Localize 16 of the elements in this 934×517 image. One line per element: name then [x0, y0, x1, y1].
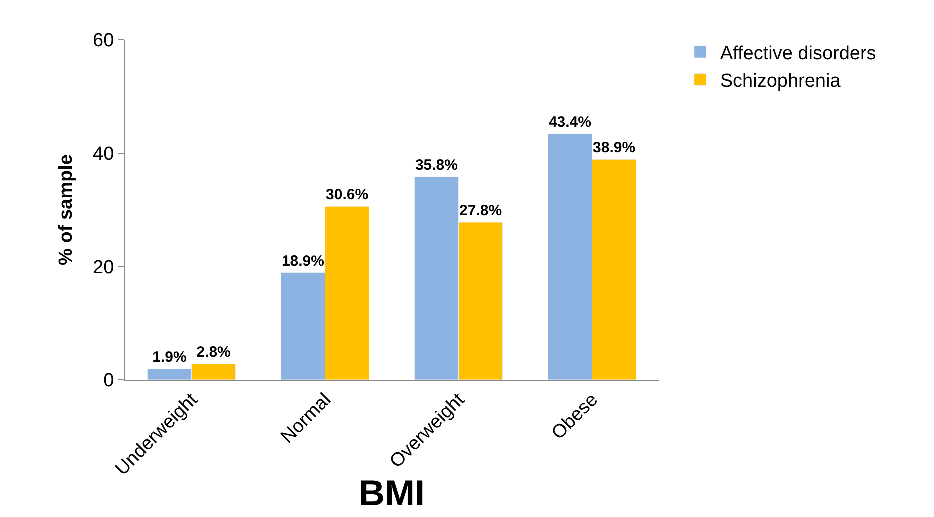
data-label: 27.8% — [460, 202, 502, 220]
y-tick-label: 40 — [93, 144, 114, 165]
y-axis-title: % of sample — [56, 154, 77, 266]
y-tick-label: 0 — [104, 370, 114, 392]
x-axis-title: BMI — [359, 472, 425, 514]
data-label: 43.4% — [548, 114, 592, 132]
y-tick-label: 20 — [93, 257, 114, 278]
y-tick-label: 60 — [93, 30, 114, 52]
data-label: 30.6% — [326, 186, 369, 204]
legend-label: Affective disorders — [720, 43, 876, 64]
data-label: 38.9% — [593, 140, 636, 157]
data-label: 35.8% — [415, 157, 458, 174]
legend-label: Schizophrenia — [720, 71, 842, 92]
data-label: 18.9% — [282, 252, 324, 270]
data-label: 1.9% — [152, 349, 187, 366]
data-label: 2.8% — [196, 344, 231, 362]
